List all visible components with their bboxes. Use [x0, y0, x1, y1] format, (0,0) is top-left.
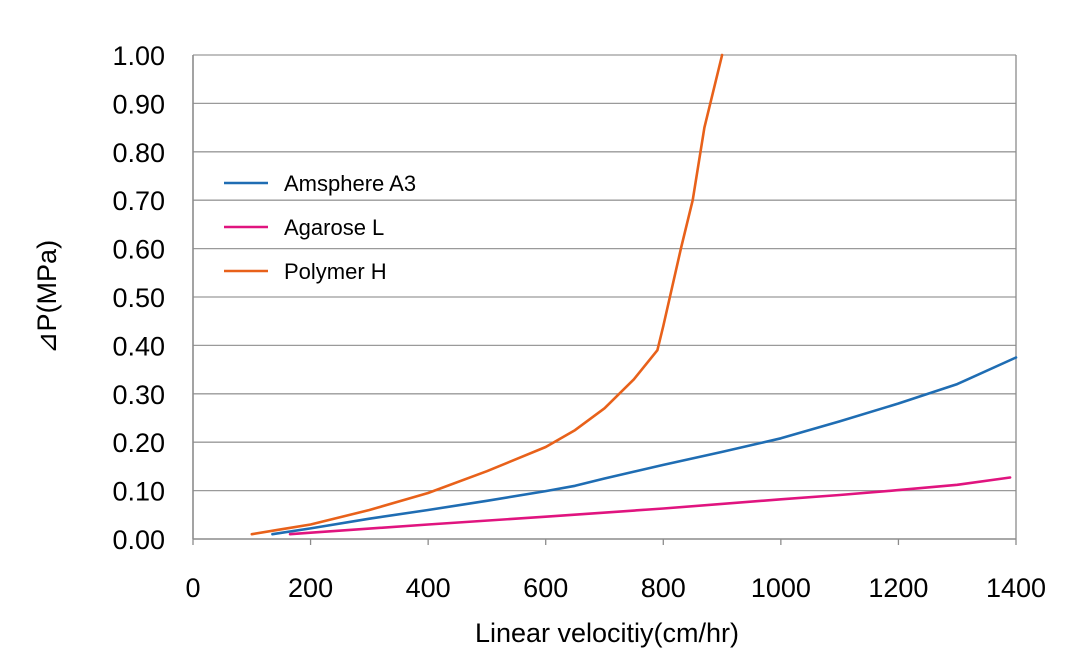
x-tick-label: 1400 — [986, 573, 1046, 603]
y-tick-label: 0.40 — [112, 331, 165, 361]
y-tick-label: 0.10 — [112, 477, 165, 507]
y-tick-label: 0.50 — [112, 283, 165, 313]
y-tick-labels: 0.00 0.10 0.20 0.30 0.40 0.50 0.60 0.70 0.80 0.90… — [112, 41, 165, 555]
x-tick-label: 600 — [523, 573, 568, 603]
x-tick-label: 800 — [641, 573, 686, 603]
x-tick-labels: 0 200 400 600 800 1000 1200 1400 — [185, 573, 1046, 603]
x-tick-label: 0 — [185, 573, 200, 603]
series-line-2 — [250, 53, 724, 536]
y-axis-title: ⊿P(MPa) — [32, 240, 62, 354]
y-tick-label: 0.20 — [112, 428, 165, 458]
y-tick-label: 0.00 — [112, 525, 165, 555]
y-tick-label: 1.00 — [112, 41, 165, 71]
legend-label-2: Polymer H — [284, 259, 387, 284]
legend: Amsphere A3 Agarose L Polymer H — [224, 171, 416, 284]
grid-lines — [193, 54, 1016, 492]
x-tick-label: 200 — [288, 573, 333, 603]
series-line-0 — [271, 356, 1018, 536]
x-tick-label: 1200 — [868, 573, 928, 603]
y-tick-label: 0.30 — [112, 380, 165, 410]
legend-label-0: Amsphere A3 — [284, 171, 416, 196]
y-tick-label: 0.70 — [112, 186, 165, 216]
y-tick-label: 0.60 — [112, 235, 165, 265]
series-line-1 — [288, 476, 1012, 536]
x-tick-label: 1000 — [751, 573, 811, 603]
axes — [192, 55, 1017, 545]
x-axis-title: Linear velocitiy(cm/hr) — [475, 618, 739, 648]
x-tick-label: 400 — [406, 573, 451, 603]
y-tick-label: 0.80 — [112, 138, 165, 168]
legend-label-1: Agarose L — [284, 215, 384, 240]
y-tick-label: 0.90 — [112, 89, 165, 119]
series-lines — [250, 53, 1018, 536]
